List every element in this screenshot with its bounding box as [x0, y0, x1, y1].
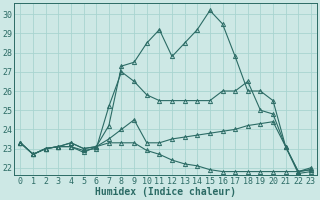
X-axis label: Humidex (Indice chaleur): Humidex (Indice chaleur) — [95, 187, 236, 197]
